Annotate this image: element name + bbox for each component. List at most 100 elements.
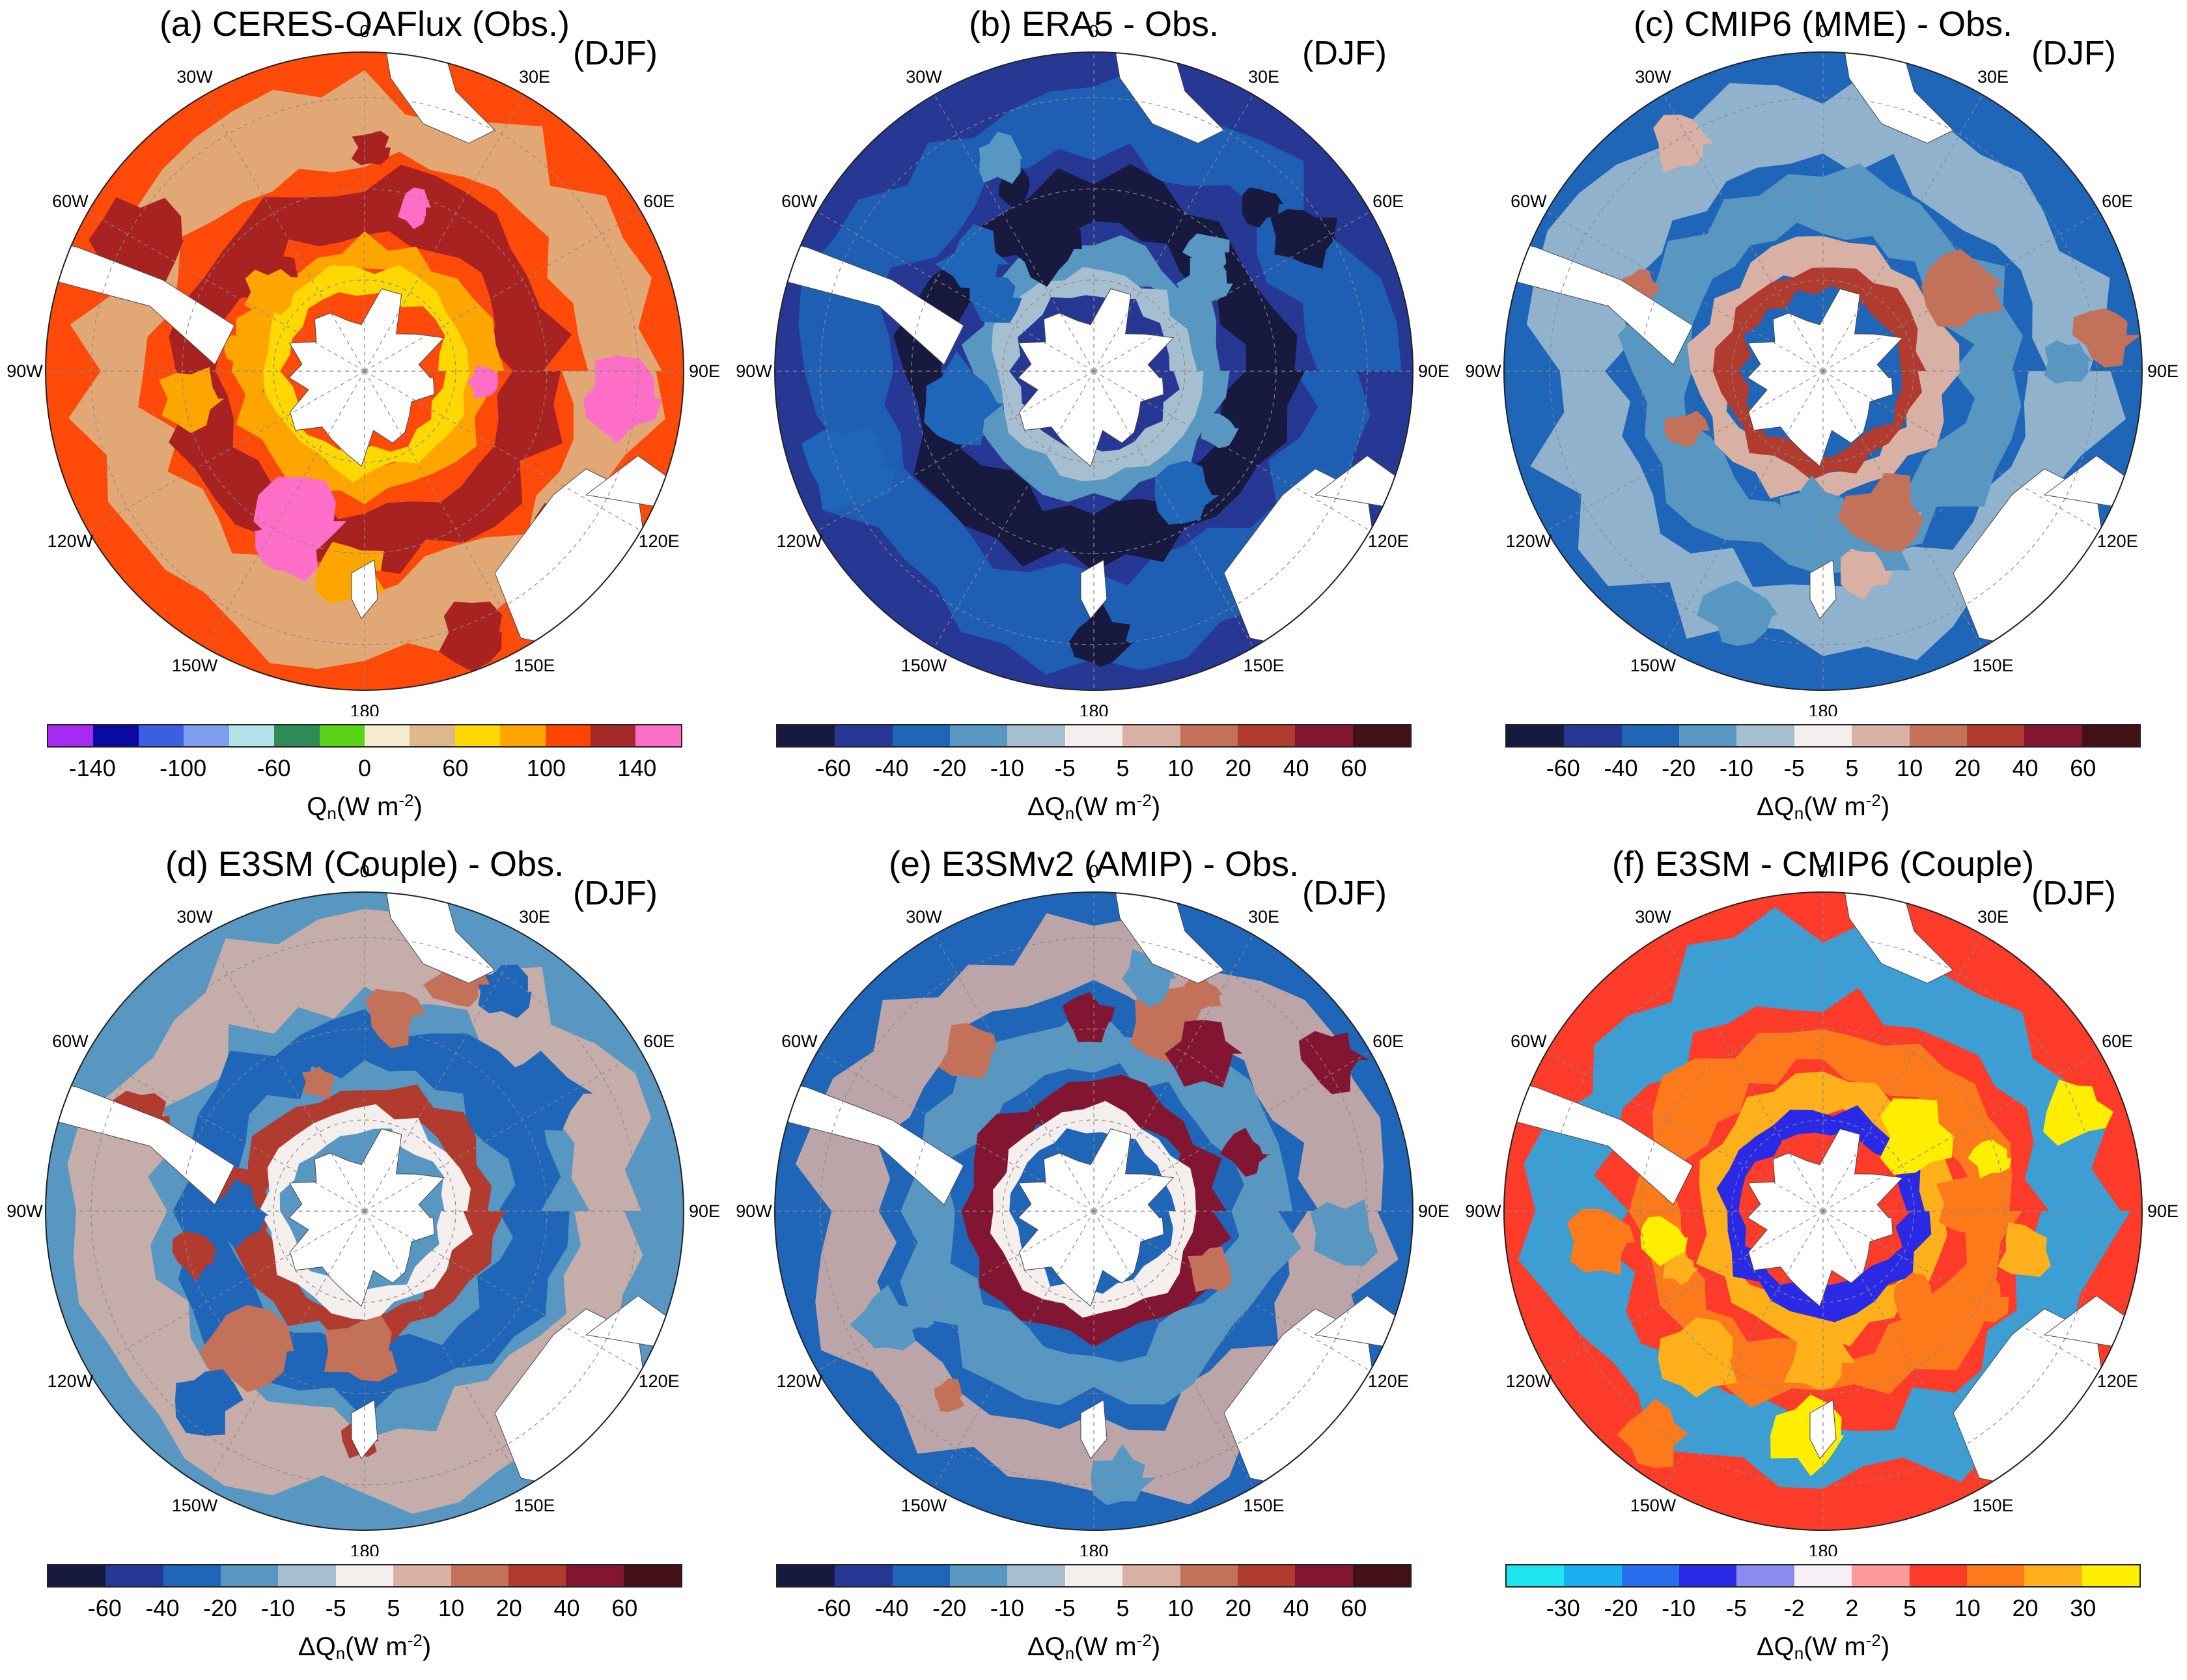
map-outline [774,891,1414,1531]
colorbar-tick-label: -20 [932,1595,967,1621]
colorbar-swatch [221,1565,279,1586]
colorbar-tick-label: 5 [1903,1595,1917,1621]
colorbar-swatch [1237,725,1296,746]
colorbar-swatch [1736,1565,1794,1586]
longitude-label: 30W [1635,907,1671,927]
longitude-label: 90W [1465,1201,1501,1221]
longitude-label: 30W [176,67,213,87]
panel-c: (c) CMIP6 (MME) - Obs. (DJF) 0 30E 60E 90E 120… [1458,0,2187,840]
graticule [46,892,684,1530]
colorbar-tick-label: -100 [160,755,207,781]
colorbar-tick-label: -20 [1662,755,1696,781]
colorbar-tick-label: 20 [1954,755,1981,781]
colorbar-tick-label: -20 [203,1595,238,1621]
longitude-label: 60E [1372,1031,1404,1051]
panel-title: (a) CERES-OAFlux (Obs.) [159,5,570,44]
panel-b: (b) ERA5 - Obs. (DJF) 0 30E 60E 90E 120E 150E 18… [729,0,1458,840]
longitude-label: 90E [1418,361,1449,381]
longitude-label: 60E [643,1031,675,1051]
longitude-label: 30E [519,907,550,927]
colorbar-tick-label: 60 [2070,755,2096,781]
longitude-label: 60E [2102,1031,2133,1051]
longitude-label: 90W [736,361,772,381]
season-label: (DJF) [1302,875,1387,912]
colorbar-tick-label: -2 [1783,1595,1805,1621]
colorbar-tick-label: 5 [387,1595,400,1621]
colorbar-swatch [2082,1565,2139,1586]
colorbar-swatch [1852,1565,1910,1586]
longitude-label: 120E [1368,531,1409,551]
longitude-label: 30W [906,67,942,87]
polar-map: 0 30E 60E 90E 120E 150E 180 150W 120W 90W 60W 30W [7,21,720,716]
colorbar-swatch [500,725,546,746]
panel-title: (c) CMIP6 (MME) - Obs. [1634,5,2013,44]
colorbar-swatch [451,1565,508,1586]
colorbar-swatch [777,725,835,746]
colorbar [47,1564,682,1588]
colorbar-tick-label: -40 [1604,755,1638,781]
map-outline [774,51,1414,691]
colorbar-swatch [950,725,1008,746]
polar-map: 0 30E 60E 90E 120E 150E 180 150W 120W 90W 60W 30W [736,861,1449,1556]
longitude-label: 120W [1506,1371,1552,1391]
season-label: (DJF) [1302,35,1387,72]
colorbar-swatch [1007,1565,1065,1586]
colorbar-swatch [1122,1565,1180,1586]
graticule [1504,892,2142,1530]
season-label: (DJF) [2031,35,2116,72]
colorbar [47,724,682,748]
panel-title: (b) ERA5 - Obs. [968,5,1219,44]
colorbar-tick-label: -60 [87,1595,122,1621]
longitude-label: 30W [1635,67,1671,87]
colorbar-swatch [1065,725,1123,746]
longitude-label: 60E [2102,191,2133,211]
longitude-label: 180 [350,701,379,716]
season-label: (DJF) [2031,875,2116,912]
longitude-label: 60W [781,191,818,211]
colorbar [1505,1564,2141,1588]
colorbar-swatch [1180,1565,1238,1586]
colorbar-tick-label: 140 [617,755,657,781]
colorbar-tick-label: -10 [260,1595,295,1621]
colorbar [776,724,1412,748]
colorbar-swatch [1909,725,1967,746]
longitude-label: 120E [2097,531,2138,551]
map-outline [45,891,684,1531]
colorbar-swatch [566,1565,624,1586]
colorbar-tick-label: 20 [1225,755,1251,781]
longitude-label: 0 [1818,21,1828,41]
longitude-label: 120W [1506,531,1552,551]
colorbar-swatch [138,725,184,746]
colorbar-swatch [393,1565,451,1586]
colorbar-tick-label: 10 [1897,755,1923,781]
panel-d: (d) E3SM (Couple) - Obs. (DJF) 0 30E 60E 90E 1… [0,840,729,1680]
longitude-label: 150W [172,656,218,675]
colorbar-tick-label: 30 [2070,1595,2096,1621]
longitude-label: 30E [519,67,550,87]
longitude-label: 150W [172,1496,218,1515]
longitude-label: 150E [1972,1496,2013,1515]
longitude-label: 60W [781,1031,818,1051]
colorbar-unit-label: ΔQn(W m-2) [1756,1631,1890,1663]
longitude-label: 150E [1972,656,2013,675]
colorbar-swatch [229,725,275,746]
colorbar-tick-label: 40 [1283,1595,1309,1621]
graticule [775,52,1413,690]
colorbar-tick-label: -140 [68,755,116,781]
colorbar-tick-label: -20 [932,755,967,781]
colorbar-tick-label: -60 [816,1595,851,1621]
colorbar-swatch [274,725,320,746]
colorbar-tick-label: 20 [2012,1595,2039,1621]
colorbar-unit-label: ΔQn(W m-2) [1756,791,1890,823]
colorbar-tick-label: 20 [1225,1595,1251,1621]
longitude-label: 90E [2147,361,2179,381]
colorbar-tick-label: -5 [1725,1595,1747,1621]
colorbar-swatch [635,725,681,746]
panel-title: (d) E3SM (Couple) - Obs. [165,845,564,884]
colorbar-tick-label: 5 [1116,755,1130,781]
colorbar-tick-label: 60 [1341,1595,1367,1621]
longitude-label: 120E [1368,1371,1409,1391]
colorbar-tick-label: -60 [1546,755,1580,781]
season-label: (DJF) [573,35,658,72]
